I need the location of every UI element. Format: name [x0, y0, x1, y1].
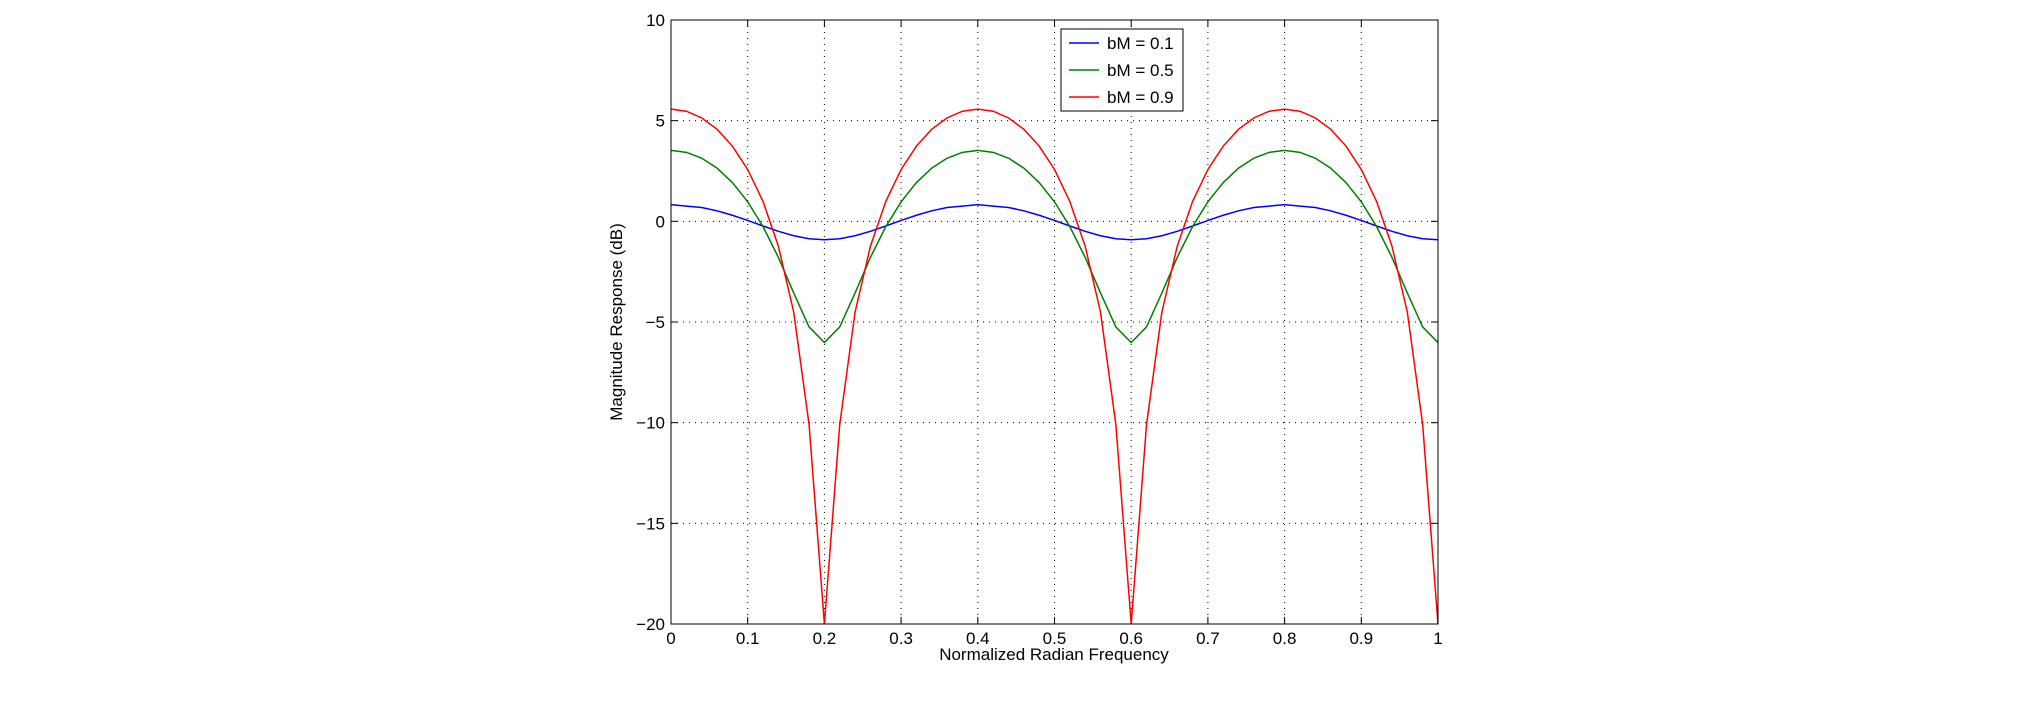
series-line	[670, 203, 1439, 241]
x-tick-label: 0	[666, 629, 675, 648]
y-tick-label: 10	[646, 11, 665, 30]
series-line	[670, 149, 1439, 344]
x-tick-label: 0.4	[966, 629, 990, 648]
x-tick-label: 0.3	[889, 629, 913, 648]
y-axis-label: Magnitude Response (dB)	[607, 223, 626, 421]
y-tick-label: −5	[646, 313, 665, 332]
series-line	[670, 108, 1439, 625]
y-tick-label: 5	[656, 112, 665, 131]
y-tick-label: 0	[656, 212, 665, 231]
x-tick-label: 0.9	[1349, 629, 1373, 648]
x-tick-label: 0.7	[1196, 629, 1220, 648]
legend-label: bM = 0.5	[1107, 61, 1174, 80]
legend-label: bM = 0.1	[1107, 34, 1174, 53]
legend-label: bM = 0.9	[1107, 88, 1174, 107]
y-tick-label: −15	[636, 514, 665, 533]
plot-frame	[670, 19, 1439, 625]
x-tick-label: 0.6	[1119, 629, 1143, 648]
x-tick-label: 1	[1433, 629, 1442, 648]
y-tick-label: −10	[636, 414, 665, 433]
x-tick-label: 0.5	[1043, 629, 1067, 648]
x-tick-label: 0.1	[736, 629, 760, 648]
y-tick-label: −20	[636, 615, 665, 634]
x-tick-label: 0.2	[813, 629, 837, 648]
x-tick-label: 0.8	[1273, 629, 1297, 648]
x-axis-label: Normalized Radian Frequency	[939, 645, 1169, 664]
